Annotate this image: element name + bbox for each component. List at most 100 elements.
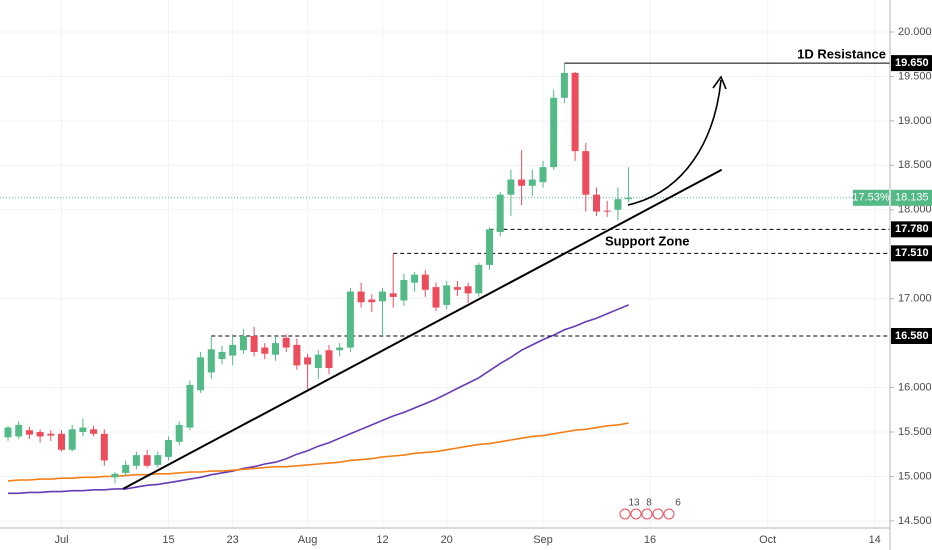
y-tick-label: 20.000	[898, 26, 932, 38]
moving-average	[7, 422, 629, 482]
candle-body	[293, 344, 301, 366]
candle-body	[539, 167, 547, 183]
y-tick-label: 15.000	[898, 470, 932, 482]
candle-body	[218, 352, 226, 360]
x-tick-label: Oct	[759, 534, 776, 546]
change-label: 17.53%	[852, 192, 890, 204]
level-label-box	[891, 221, 932, 238]
candle-body	[186, 384, 194, 428]
candle-body	[90, 429, 98, 434]
y-tick-label: 16.000	[898, 381, 932, 393]
level-label-box	[891, 245, 932, 262]
candle-body	[550, 97, 558, 168]
candle-body	[154, 455, 162, 465]
candle-body	[400, 280, 408, 301]
level-label-box	[891, 328, 932, 344]
support-zone-label: Support Zone	[605, 233, 690, 248]
event-icon	[652, 508, 664, 520]
candle-body	[36, 432, 44, 437]
candle-body	[443, 285, 451, 305]
candle-body	[421, 274, 429, 290]
candle-body	[304, 357, 312, 365]
candle-body	[411, 274, 419, 283]
candle-body	[143, 455, 151, 466]
candle-body	[282, 337, 290, 348]
candle-body	[68, 429, 76, 450]
candle-body	[486, 229, 493, 265]
x-tick-label: 20	[441, 534, 453, 546]
x-tick-label: 14	[869, 534, 881, 546]
last-price-box	[891, 189, 932, 206]
candle-body	[239, 336, 247, 351]
candle-body	[25, 430, 33, 435]
y-tick-label: 15.500	[898, 426, 932, 438]
y-tick-label: 19.000	[898, 115, 932, 127]
level-label: 16.580	[895, 330, 929, 342]
candle-body	[261, 347, 269, 354]
x-tick-label: Aug	[298, 534, 318, 546]
candle-body	[122, 464, 130, 473]
event-count: 8	[646, 498, 652, 509]
candle-body	[507, 179, 515, 195]
candle-body	[58, 433, 65, 450]
level-label: 17.510	[895, 247, 929, 259]
x-tick-label: Sep	[533, 534, 553, 546]
level-text: 1D Resistance	[797, 47, 886, 62]
candle-body	[336, 347, 344, 351]
trendline	[122, 168, 723, 490]
change-box	[853, 189, 889, 206]
event-count: 13	[628, 498, 640, 509]
arrow-head	[712, 75, 727, 90]
candle-body	[79, 427, 87, 432]
candle-body	[528, 179, 536, 186]
candle-body	[346, 291, 354, 348]
x-tick-label: 12	[376, 534, 388, 546]
candle-body	[432, 287, 440, 308]
candle-body	[453, 287, 461, 290]
projection-arrow	[627, 79, 722, 206]
candle-body	[15, 424, 23, 437]
y-tick-label: 14.500	[898, 515, 932, 527]
candle-body	[132, 455, 140, 466]
candle-body	[100, 433, 108, 461]
candle-body	[165, 440, 172, 457]
x-tick-label: Jul	[54, 534, 68, 546]
candle-body	[614, 199, 622, 210]
main-layer	[0, 62, 890, 495]
candle-body	[197, 357, 205, 391]
y-tick-label: 18.000	[898, 204, 932, 216]
candle-body	[603, 210, 611, 212]
candle-body	[475, 264, 483, 294]
x-tick-label: 15	[162, 534, 174, 546]
candle-body	[625, 197, 633, 200]
candle-body	[368, 299, 376, 303]
candle-body	[582, 151, 590, 195]
candle-body	[379, 291, 386, 302]
candle-body	[229, 344, 237, 356]
event-icon	[630, 508, 642, 520]
level-label-box	[891, 55, 932, 72]
candle-body	[175, 424, 183, 442]
candle-body	[560, 72, 568, 98]
moving-average	[8, 304, 629, 495]
x-tick-label: 16	[644, 534, 656, 546]
grid-layer	[0, 0, 890, 528]
x-tick-label: 23	[227, 534, 239, 546]
candle-body	[571, 72, 579, 152]
candle-body	[111, 473, 119, 478]
candle-body	[47, 433, 55, 436]
candle-body	[518, 179, 526, 186]
y-tick-label: 17.000	[898, 293, 932, 305]
candle-body	[464, 286, 472, 294]
event-icon	[663, 508, 675, 520]
candle-body	[4, 427, 12, 438]
event-icon	[641, 508, 653, 520]
level-label: 17.780	[895, 223, 929, 235]
candle-body	[272, 343, 279, 355]
candle-body	[314, 354, 322, 368]
candle-body	[389, 293, 397, 297]
event-count: 6	[675, 498, 681, 509]
event-icons: 13 8 6	[619, 498, 681, 520]
y-tick-label: 18.500	[898, 159, 932, 171]
